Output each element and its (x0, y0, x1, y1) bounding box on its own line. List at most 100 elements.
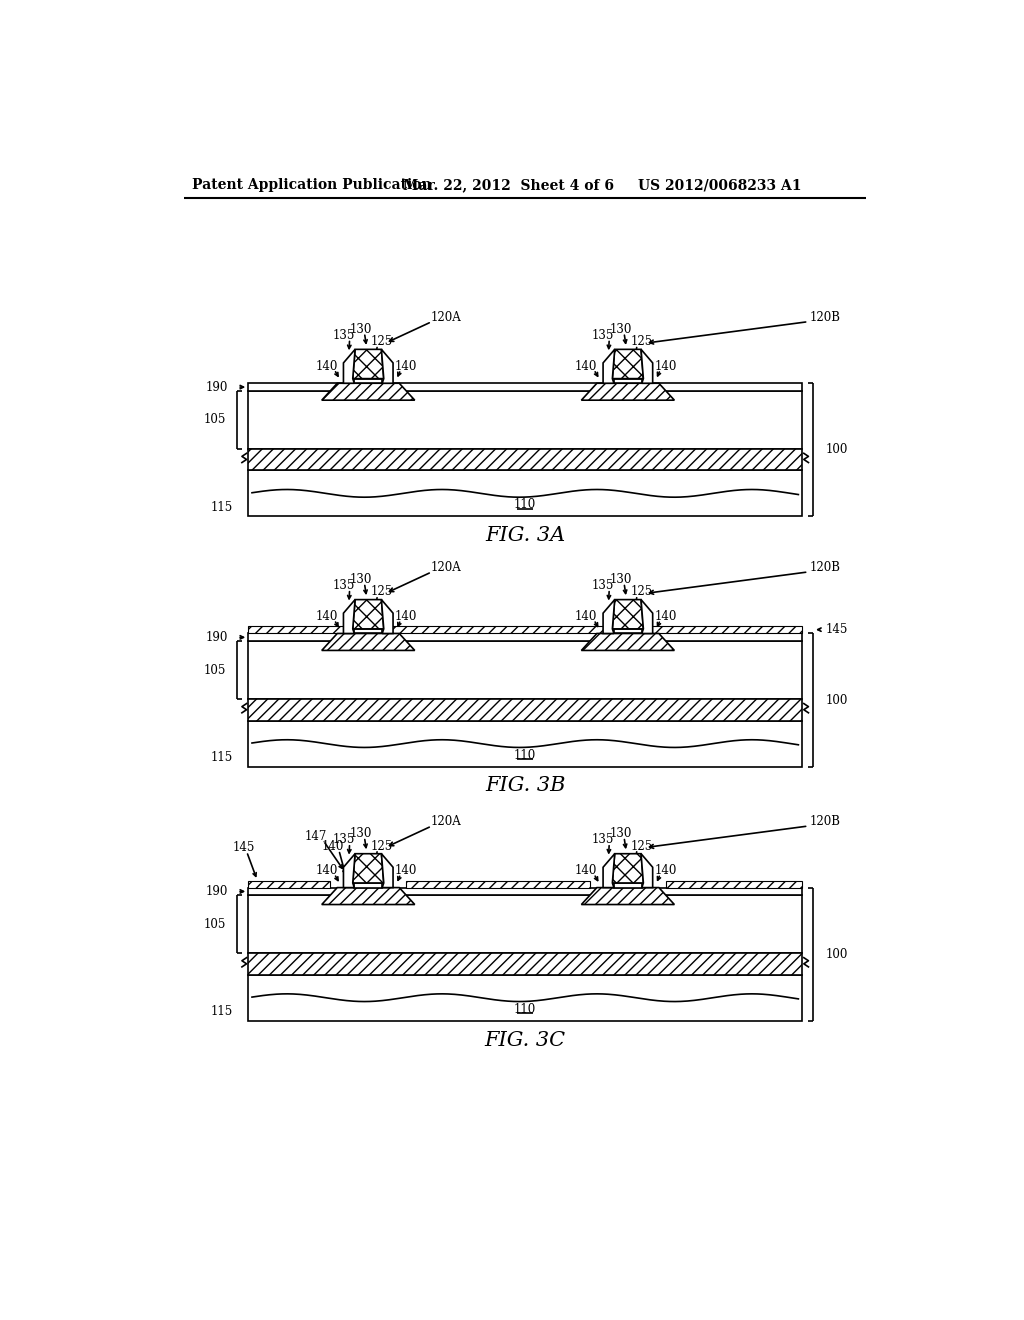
Polygon shape (603, 350, 614, 383)
Polygon shape (603, 599, 614, 634)
Bar (614, 883, 642, 887)
Polygon shape (322, 383, 415, 400)
Bar (614, 628, 642, 634)
Bar (248, 470, 802, 516)
Bar (248, 449, 802, 470)
Bar (354, 883, 382, 887)
Text: 140: 140 (654, 610, 677, 623)
Polygon shape (641, 350, 652, 383)
Text: 130: 130 (350, 323, 373, 335)
Text: 110: 110 (514, 1003, 537, 1016)
Polygon shape (612, 599, 643, 628)
Text: 140: 140 (654, 360, 677, 372)
Bar (354, 628, 382, 634)
Text: 125: 125 (371, 840, 393, 853)
Text: 120B: 120B (810, 561, 841, 574)
Text: 125: 125 (371, 335, 393, 348)
Bar (248, 953, 802, 974)
Text: 135: 135 (592, 579, 614, 593)
Text: 140: 140 (654, 865, 677, 878)
Polygon shape (352, 854, 384, 883)
Polygon shape (322, 887, 415, 904)
Text: 140: 140 (395, 865, 418, 878)
Text: 140: 140 (315, 865, 338, 878)
Polygon shape (343, 854, 355, 887)
Text: Mar. 22, 2012  Sheet 4 of 6: Mar. 22, 2012 Sheet 4 of 6 (403, 178, 614, 193)
Polygon shape (343, 599, 355, 634)
Bar (354, 379, 382, 383)
Text: 115: 115 (210, 1005, 232, 1018)
Polygon shape (352, 599, 384, 628)
Text: FIG. 3C: FIG. 3C (484, 1031, 565, 1049)
Text: 105: 105 (204, 413, 226, 426)
Text: 145: 145 (825, 623, 848, 636)
Bar (248, 895, 802, 953)
Text: US 2012/0068233 A1: US 2012/0068233 A1 (638, 178, 802, 193)
Bar (248, 974, 802, 1020)
Bar (407, 880, 590, 887)
Text: 140: 140 (574, 610, 597, 623)
Text: 125: 125 (631, 335, 653, 348)
Polygon shape (352, 350, 384, 379)
Text: 120A: 120A (430, 310, 461, 323)
Polygon shape (343, 350, 355, 383)
Bar (248, 642, 802, 700)
Bar (666, 880, 802, 887)
Polygon shape (582, 383, 675, 400)
Text: 105: 105 (204, 664, 226, 677)
Text: 125: 125 (631, 840, 653, 853)
Text: 125: 125 (371, 585, 393, 598)
Text: 140: 140 (395, 610, 418, 623)
Text: 135: 135 (592, 329, 614, 342)
Text: 130: 130 (609, 573, 632, 586)
Text: 110: 110 (514, 748, 537, 762)
Polygon shape (641, 854, 652, 887)
Polygon shape (612, 854, 643, 883)
Text: 135: 135 (332, 579, 354, 593)
Text: 115: 115 (210, 500, 232, 513)
Polygon shape (603, 854, 614, 887)
Text: FIG. 3B: FIG. 3B (485, 776, 565, 796)
Polygon shape (381, 350, 393, 383)
Text: 145: 145 (233, 841, 255, 854)
Text: 130: 130 (350, 573, 373, 586)
Text: 120B: 120B (810, 310, 841, 323)
Text: 140: 140 (315, 610, 338, 623)
Bar (248, 626, 802, 634)
Polygon shape (582, 887, 675, 904)
Text: 140: 140 (574, 865, 597, 878)
Text: 100: 100 (825, 444, 848, 457)
Text: 190: 190 (206, 631, 228, 644)
Text: 147: 147 (304, 830, 327, 843)
Polygon shape (641, 599, 652, 634)
Bar (248, 700, 802, 721)
Text: 190: 190 (206, 884, 228, 898)
Text: 135: 135 (592, 833, 614, 846)
Text: Patent Application Publication: Patent Application Publication (191, 178, 431, 193)
Bar (248, 391, 802, 449)
Text: 110: 110 (514, 499, 537, 511)
Bar (248, 634, 802, 642)
Text: 120B: 120B (810, 814, 841, 828)
Polygon shape (381, 599, 393, 634)
Text: 130: 130 (350, 828, 373, 841)
Text: 130: 130 (609, 828, 632, 841)
Text: 140: 140 (315, 360, 338, 372)
Text: 135: 135 (332, 833, 354, 846)
Text: 115: 115 (210, 751, 232, 764)
Text: 120A: 120A (430, 561, 461, 574)
Text: 100: 100 (825, 948, 848, 961)
Text: FIG. 3A: FIG. 3A (485, 527, 565, 545)
Text: 125: 125 (631, 585, 653, 598)
Bar (248, 880, 331, 887)
Bar (248, 721, 802, 767)
Text: 120A: 120A (430, 814, 461, 828)
Bar (614, 379, 642, 383)
Text: 140: 140 (574, 360, 597, 372)
Text: 105: 105 (204, 917, 226, 931)
Text: 140: 140 (322, 840, 344, 853)
Bar (248, 383, 802, 391)
Text: 135: 135 (332, 329, 354, 342)
Text: 100: 100 (825, 693, 848, 706)
Text: 140: 140 (395, 360, 418, 372)
